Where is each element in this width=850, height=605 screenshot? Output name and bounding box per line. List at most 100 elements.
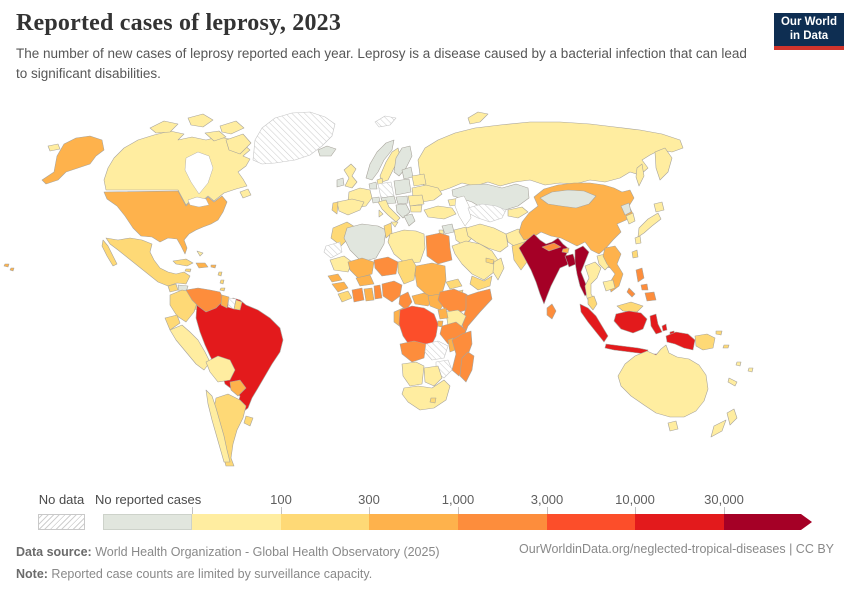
country-angola[interactable] — [399, 340, 427, 363]
country-malaysia-borneo[interactable] — [616, 301, 644, 313]
country-iceland[interactable] — [317, 145, 337, 157]
country-norway[interactable] — [365, 139, 395, 181]
country-bolivia[interactable] — [205, 355, 236, 383]
country-guinea[interactable] — [331, 281, 349, 293]
country-trinidad[interactable] — [219, 287, 226, 292]
country-egypt[interactable] — [425, 232, 453, 265]
country-eritrea[interactable] — [445, 278, 463, 290]
legend-segment-300-1000[interactable] — [369, 514, 458, 530]
country-north-korea[interactable] — [620, 202, 632, 216]
country-uruguay[interactable] — [243, 415, 254, 427]
country-japan-honshu[interactable] — [637, 212, 662, 238]
country-canada-arctic-4[interactable] — [204, 130, 227, 142]
country-indonesia-sumatra[interactable] — [579, 303, 609, 343]
country-namibia[interactable] — [401, 361, 425, 387]
country-lesser-antilles[interactable] — [217, 271, 225, 285]
country-philippines-luzon[interactable] — [635, 267, 645, 283]
country-philippines-mindanao[interactable] — [644, 291, 657, 302]
country-canada-newfoundland[interactable] — [239, 188, 252, 199]
country-botswana[interactable] — [423, 365, 443, 387]
country-australia[interactable] — [617, 344, 709, 418]
country-finland[interactable] — [393, 145, 413, 177]
country-lesotho[interactable] — [429, 397, 437, 404]
country-canada[interactable] — [103, 130, 251, 206]
country-italy-sicily[interactable] — [390, 221, 399, 228]
country-chile[interactable] — [205, 389, 231, 463]
country-mexico[interactable] — [105, 237, 191, 287]
country-ecuador[interactable] — [164, 314, 181, 331]
country-malaysia[interactable] — [587, 295, 598, 311]
legend-segment-3000-10000[interactable] — [547, 514, 635, 530]
country-png-islands[interactable] — [715, 330, 723, 336]
country-portugal[interactable] — [331, 201, 339, 215]
country-cuba[interactable] — [172, 258, 194, 267]
country-svalbard[interactable] — [374, 115, 397, 128]
legend-segment-under-100[interactable] — [192, 514, 281, 530]
country-puerto-rico[interactable] — [210, 264, 217, 269]
country-russia-novaya-zemlya[interactable] — [467, 111, 489, 125]
country-iran[interactable] — [465, 223, 509, 253]
country-japan-hokkaido[interactable] — [653, 201, 665, 213]
country-vanuatu[interactable] — [735, 361, 742, 367]
country-mexico-baja[interactable] — [101, 239, 118, 267]
country-uae[interactable] — [485, 257, 495, 265]
country-usa-alaska[interactable] — [41, 135, 105, 185]
country-french-guiana[interactable] — [233, 299, 243, 311]
country-nepal[interactable] — [541, 242, 562, 252]
country-venezuela[interactable] — [185, 287, 225, 313]
legend-segment-over-30000[interactable] — [724, 514, 812, 530]
country-canada-arctic-2[interactable] — [187, 113, 214, 128]
country-south-korea[interactable] — [625, 212, 636, 225]
country-bulgaria[interactable] — [409, 204, 423, 213]
country-hispaniola[interactable] — [195, 262, 209, 269]
country-bahamas[interactable] — [196, 250, 204, 257]
country-cambodia[interactable] — [602, 279, 616, 292]
country-germany[interactable] — [377, 181, 395, 199]
country-solomon-islands[interactable] — [722, 344, 730, 349]
country-yemen[interactable] — [469, 275, 493, 291]
country-somalia[interactable] — [461, 288, 493, 337]
country-chad[interactable] — [397, 258, 417, 285]
country-netherlands[interactable] — [368, 181, 378, 190]
country-papua-new-guinea[interactable] — [694, 333, 716, 351]
country-paraguay[interactable] — [229, 379, 247, 397]
legend-segment-1000-3000[interactable] — [458, 514, 547, 530]
owid-logo[interactable]: Our World in Data — [774, 13, 844, 50]
country-turkmenistan-uzbekistan[interactable] — [467, 203, 507, 223]
footer-link[interactable]: OurWorldinData.org/neglected-tropical-di… — [519, 542, 834, 556]
country-uk[interactable] — [343, 163, 358, 189]
country-india[interactable] — [518, 233, 573, 305]
country-new-zealand-north[interactable] — [726, 408, 738, 426]
country-russia-sakhalin[interactable] — [635, 163, 645, 187]
legend-swatch-no-data[interactable] — [38, 514, 85, 530]
country-western-sahara[interactable] — [323, 241, 343, 259]
country-hungary-slovakia[interactable] — [395, 195, 409, 205]
country-turkey[interactable] — [423, 205, 457, 220]
country-balkans[interactable] — [395, 203, 411, 219]
country-canada-arctic-3[interactable] — [219, 120, 245, 135]
country-mali[interactable] — [347, 257, 375, 279]
country-madagascar[interactable] — [459, 351, 475, 383]
country-zambia[interactable] — [424, 340, 449, 361]
country-guatemala[interactable] — [167, 283, 179, 293]
country-libya[interactable] — [387, 229, 426, 265]
country-algeria[interactable] — [343, 223, 387, 263]
country-ireland[interactable] — [336, 177, 345, 188]
country-russia-kamchatka[interactable] — [654, 147, 673, 181]
country-canada-baffin[interactable] — [225, 133, 252, 155]
country-burkina-faso[interactable] — [355, 274, 375, 287]
country-new-zealand-south[interactable] — [710, 419, 727, 438]
country-poland[interactable] — [393, 178, 412, 196]
country-belarus[interactable] — [411, 173, 427, 187]
country-philippines-visayas[interactable] — [640, 283, 649, 291]
country-spain[interactable] — [336, 198, 365, 216]
country-usa-hawaii[interactable] — [3, 263, 15, 272]
country-guyana[interactable] — [220, 294, 230, 309]
country-fiji[interactable] — [747, 367, 754, 373]
country-togo-benin[interactable] — [373, 284, 383, 300]
country-uganda[interactable] — [437, 307, 449, 320]
country-jamaica[interactable] — [184, 268, 192, 273]
legend-segment-zero[interactable] — [103, 514, 192, 530]
country-senegal[interactable] — [327, 273, 343, 283]
country-australia-tasmania[interactable] — [667, 420, 679, 432]
